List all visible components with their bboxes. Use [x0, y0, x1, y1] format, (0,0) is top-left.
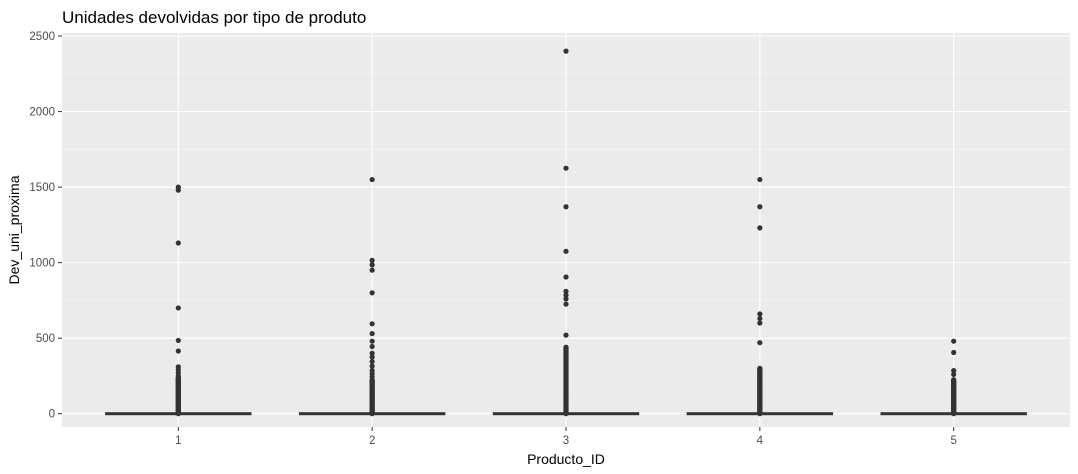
x-tick-label: 5	[950, 435, 956, 447]
y-tick-label: 500	[36, 333, 55, 345]
outlier-point	[563, 204, 569, 210]
outlier-point	[369, 267, 375, 273]
outlier-point	[563, 296, 569, 302]
outlier-point	[951, 371, 957, 378]
y-tick-label: 2000	[29, 107, 55, 119]
boxplots	[105, 48, 1027, 417]
outlier-point	[757, 176, 763, 183]
outlier-point	[563, 274, 569, 280]
outlier-point	[369, 374, 375, 380]
x-tick-label: 4	[757, 435, 764, 447]
axes: 0 500 1000 1500 2000 2500 1 2 3 4 5	[29, 31, 956, 447]
y-tick-label: 1000	[29, 258, 55, 270]
outlier-point	[563, 292, 569, 298]
outlier-point	[175, 337, 181, 344]
x-tick-label: 2	[369, 435, 375, 447]
outlier-point	[757, 340, 763, 346]
outlier-point	[369, 358, 375, 365]
boxplot-1	[105, 184, 252, 417]
outlier-point	[757, 320, 763, 326]
outlier-point	[951, 349, 957, 356]
outlier-point	[563, 48, 569, 54]
outlier-point	[951, 338, 957, 344]
outlier-point	[757, 204, 763, 210]
outlier-point	[563, 344, 569, 350]
boxplot-4	[686, 176, 834, 417]
outlier-point	[175, 305, 181, 311]
x-axis-title: Producto_ID	[527, 451, 605, 467]
outlier-point	[369, 338, 375, 344]
y-tick-label: 1500	[29, 182, 55, 194]
outlier-point	[175, 240, 181, 246]
outlier-point	[563, 332, 569, 338]
outlier-point	[369, 262, 375, 268]
outlier-point	[175, 187, 181, 193]
outlier-point	[563, 165, 569, 171]
outlier-point	[369, 176, 375, 183]
outlier-point	[369, 257, 375, 263]
outlier-point	[757, 311, 763, 317]
outlier-point	[563, 288, 569, 294]
outlier-point	[757, 365, 763, 371]
boxplot-5	[880, 338, 1027, 417]
chart-title: Unidades devolvidas por tipo de produto	[62, 8, 366, 27]
outlier-point	[563, 248, 569, 254]
outlier-point	[369, 290, 375, 296]
y-tick-label: 0	[49, 409, 55, 421]
y-tick-label: 2500	[29, 31, 55, 43]
boxplot-3	[492, 48, 640, 417]
boxplot-2	[298, 176, 446, 417]
outlier-point	[369, 331, 375, 337]
outlier-point	[369, 363, 375, 369]
outlier-point	[369, 350, 375, 356]
outlier-point	[757, 315, 763, 322]
x-tick-label: 1	[175, 435, 181, 447]
x-tick-label: 3	[563, 435, 569, 447]
outlier-point	[369, 321, 375, 327]
outlier-point	[951, 368, 957, 374]
outlier-point	[175, 348, 181, 354]
outlier-point	[563, 301, 569, 307]
outlier-point	[951, 377, 957, 383]
y-axis-title: Dev_uni_proxima	[6, 175, 22, 284]
outlier-point	[175, 373, 181, 379]
outlier-point	[369, 354, 375, 360]
outlier-point	[369, 343, 375, 350]
outlier-point	[757, 225, 763, 231]
